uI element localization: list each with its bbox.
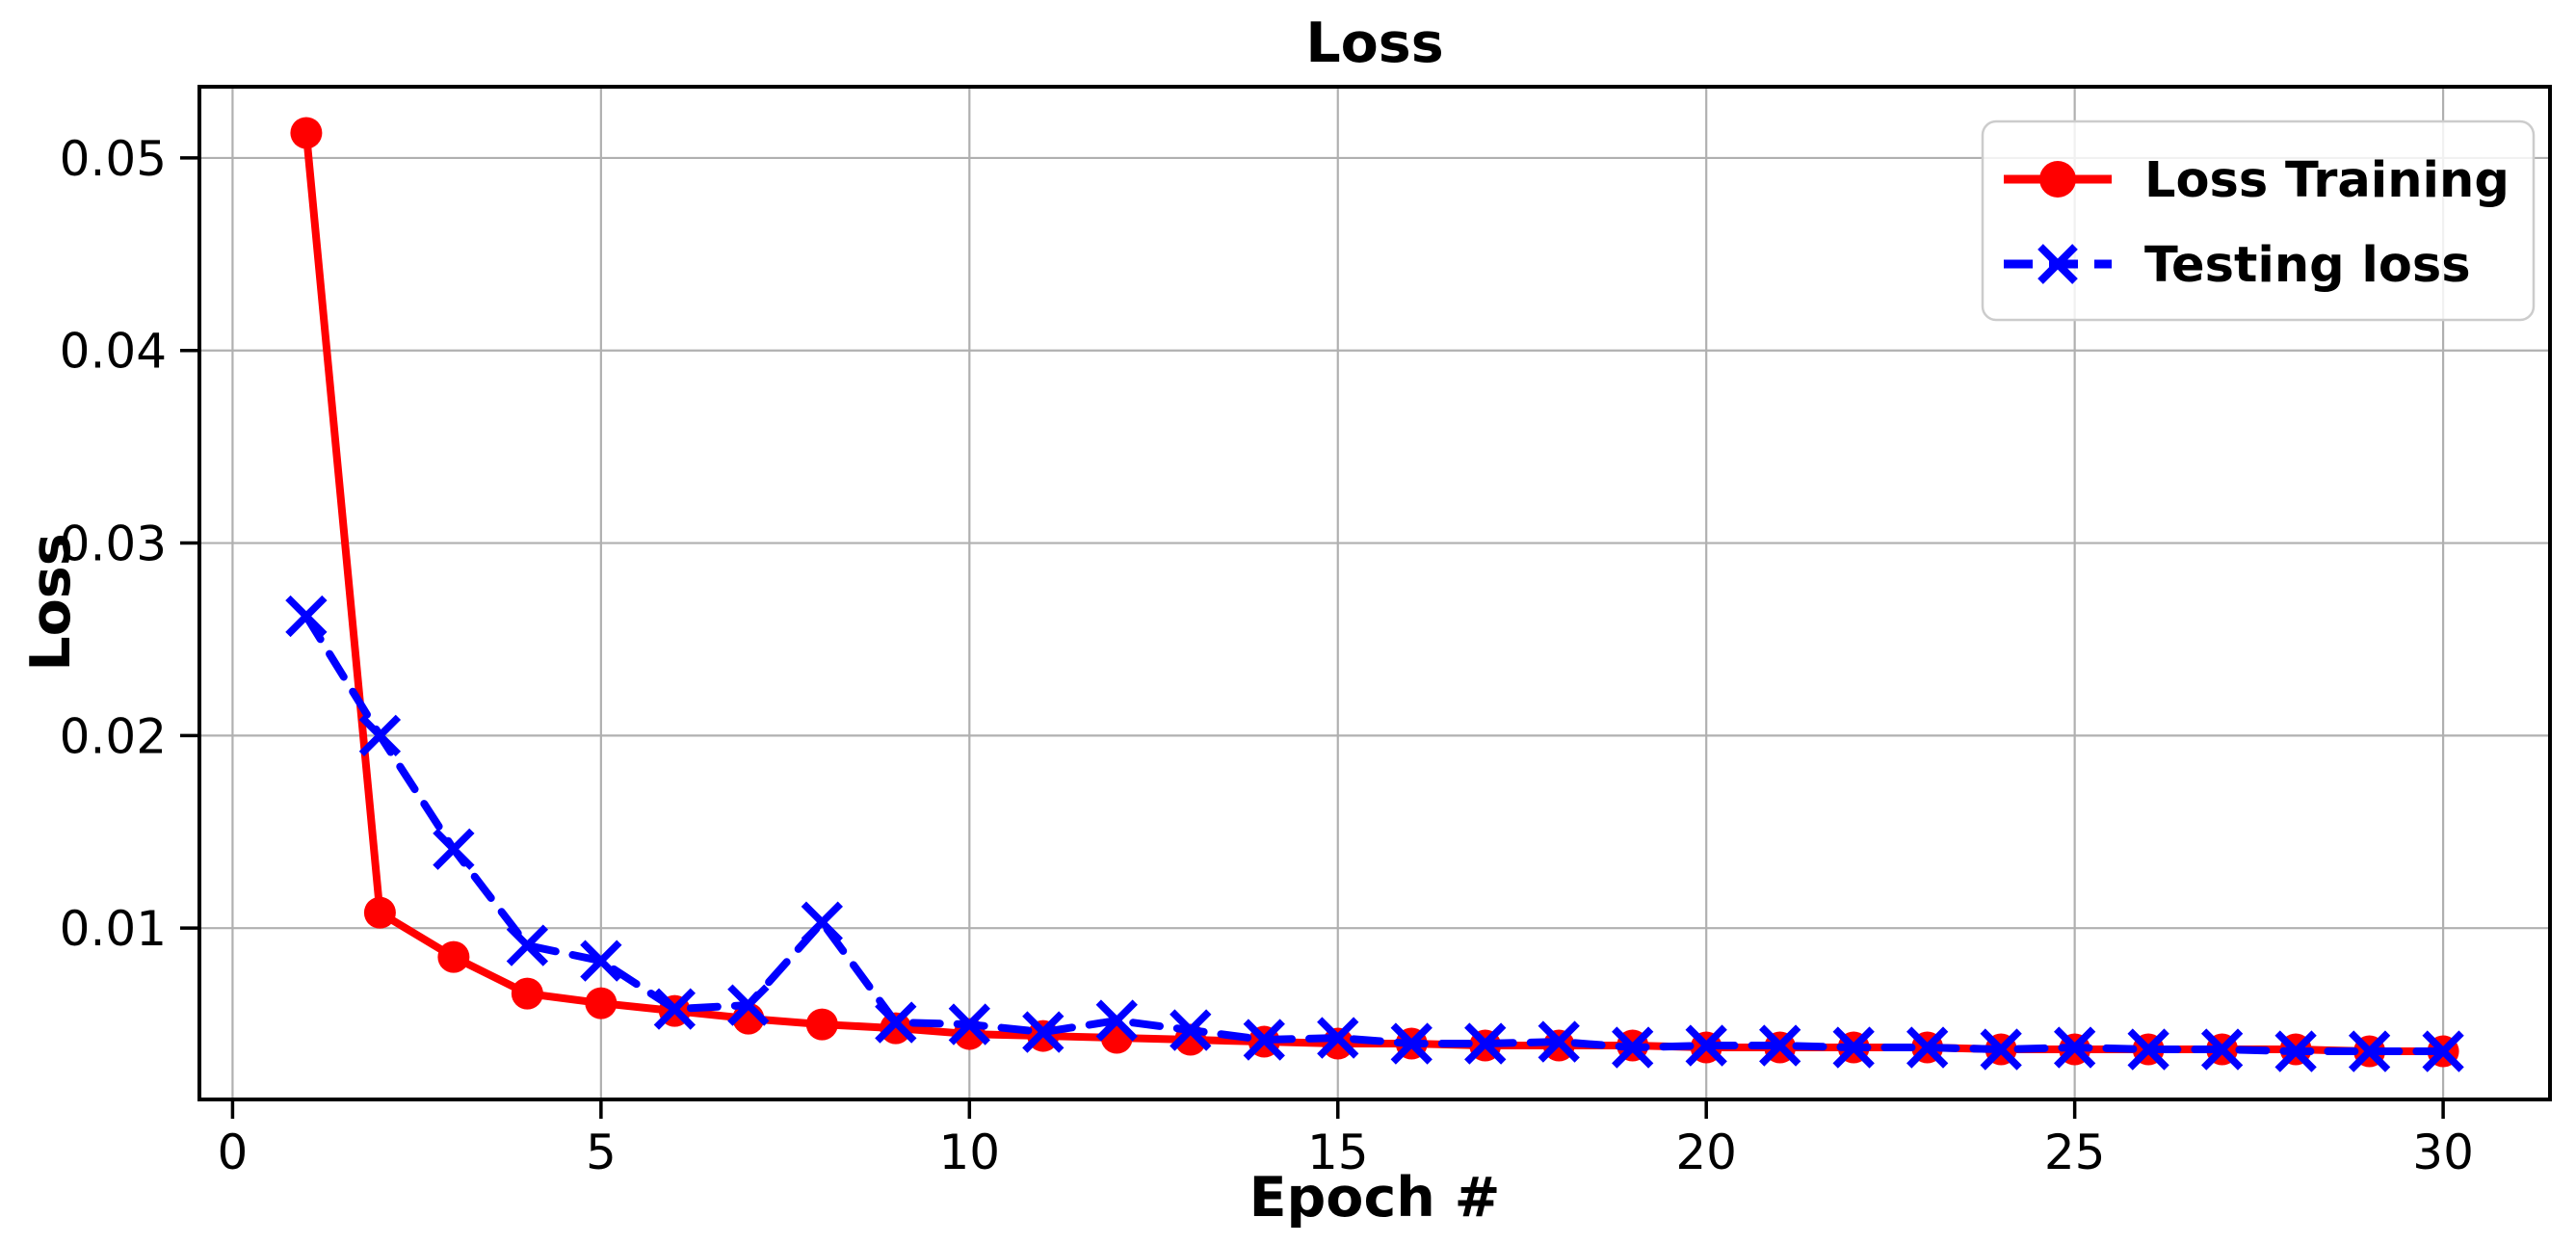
x-tick-label: 10 [938, 1125, 1000, 1180]
testing-point-marker [2422, 1030, 2464, 1072]
testing-series-line [302, 612, 2448, 1056]
testing-point-marker [875, 1001, 917, 1044]
testing-point-marker [1464, 1022, 1507, 1065]
testing-point-marker [1390, 1022, 1433, 1065]
training-point-marker [363, 896, 396, 929]
testing-point-marker [1243, 1019, 1285, 1061]
testing-point-marker [1759, 1024, 1801, 1067]
testing-point-marker [2200, 1028, 2244, 1071]
y-axis-title: Loss [19, 533, 83, 671]
training-point-marker [290, 117, 323, 149]
training-point-marker [880, 1012, 912, 1045]
axes-spines [197, 85, 2552, 1101]
testing-point-marker [580, 940, 622, 982]
chart-title: Loss [1305, 12, 1443, 75]
testing-point-marker [1980, 1028, 2022, 1071]
x-tick-label: 30 [2412, 1125, 2474, 1180]
testing-point-marker [653, 988, 697, 1030]
testing-point-marker [2348, 1030, 2391, 1072]
testing-point-marker [727, 984, 770, 1026]
training-point-marker [585, 987, 618, 1019]
testing-point-marker [358, 714, 402, 757]
testing-point-marker [1095, 999, 1138, 1042]
x-tick-label: 5 [586, 1125, 617, 1180]
x-tick-label: 20 [1675, 1125, 1737, 1180]
testing-point-marker [2274, 1030, 2317, 1072]
y-tick-label: 0.02 [60, 708, 167, 764]
legend-item-training: Loss Training [2004, 152, 2510, 209]
series-layer [285, 117, 2464, 1072]
testing-point-marker [1170, 1009, 1212, 1051]
x-tick-label: 15 [1307, 1125, 1369, 1180]
y-tick-label: 0.05 [60, 131, 167, 187]
training-point-marker [1322, 1027, 1354, 1060]
testing-point-marker [285, 595, 328, 638]
y-tick-label: 0.04 [60, 324, 167, 380]
plot-border [197, 85, 2552, 1101]
legend-box [1981, 119, 2536, 322]
training-point-marker [805, 1008, 838, 1041]
testing-point-marker [433, 828, 475, 870]
testing-point-marker [2127, 1028, 2169, 1071]
legend-training-circle-icon [2039, 161, 2076, 198]
y-tick-label: 0.01 [60, 901, 167, 957]
legend-training-label: Loss Training [2144, 152, 2510, 209]
testing-point-marker [1685, 1024, 1727, 1067]
testing-point-marker [1906, 1026, 1949, 1069]
axis-ticks: 0 5 10 15 20 25 30 0.01 0.02 0.03 0.04 0.05 [60, 131, 2474, 1180]
training-point-marker [511, 977, 543, 1010]
testing-point-marker [1538, 1020, 1580, 1063]
testing-point-marker [2053, 1026, 2096, 1069]
x-axis-title: Epoch # [1249, 1166, 1501, 1230]
x-tick-label: 0 [218, 1125, 249, 1180]
testing-point-marker [1317, 1017, 1359, 1059]
testing-point-marker [506, 924, 549, 966]
y-tick-label: 0.03 [60, 516, 167, 572]
testing-point-marker [1832, 1026, 1875, 1069]
legend-item-testing: Testing loss [2004, 237, 2471, 294]
legend-testing-x-icon [2037, 244, 2078, 284]
legend-testing-label: Testing loss [2144, 237, 2471, 294]
x-tick-label: 25 [2044, 1125, 2106, 1180]
testing-point-marker [1022, 1011, 1065, 1053]
testing-point-marker [948, 1003, 990, 1045]
legend: Loss Training Testing loss [1981, 119, 2536, 322]
testing-point-marker [801, 901, 843, 943]
training-point-marker [437, 940, 470, 973]
testing-point-marker [1612, 1026, 1654, 1069]
